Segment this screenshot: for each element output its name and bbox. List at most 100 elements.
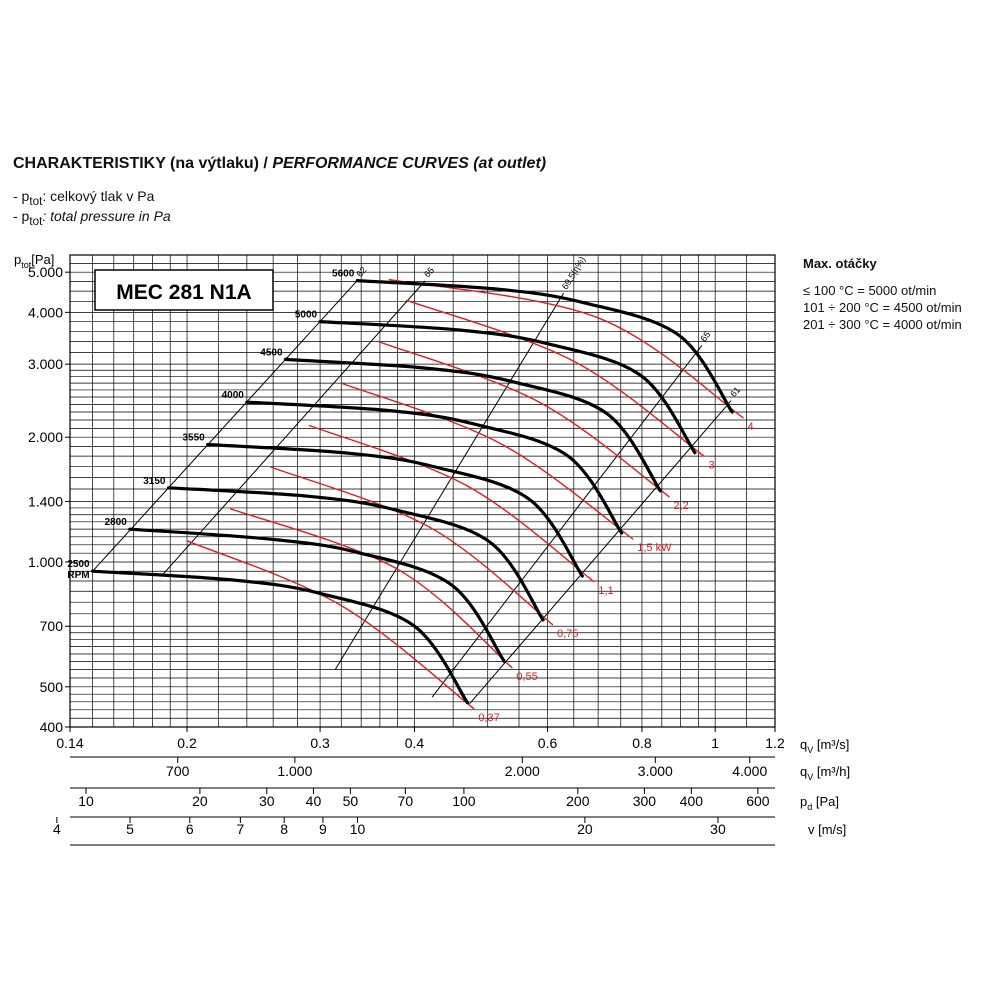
chart-grid [69, 254, 776, 728]
x-tick-label: 0.4 [405, 735, 425, 751]
x-axis-title-sub: V [807, 745, 813, 755]
speed-label: 3150 [143, 476, 166, 487]
secondary-axis-title-main: v [808, 822, 815, 837]
secondary-tick-label: 1.000 [277, 763, 312, 779]
secondary-tick-label: 200 [566, 793, 590, 809]
secondary-axis-title-sub: V [807, 772, 813, 782]
secondary-axis-title: v [m/s] [808, 822, 846, 837]
x-axis-title-unit: [m³/s] [813, 737, 849, 752]
y-tick-label: 1.400 [28, 493, 63, 509]
speed-curve [166, 486, 545, 622]
secondary-tick-label: 400 [680, 793, 704, 809]
max-rpm-row: ≤ 100 °C = 5000 ot/min [803, 283, 937, 298]
legend-line-english: - ptot: total pressure in Pa [13, 208, 171, 228]
speed-curve [91, 569, 469, 705]
efficiency-label: 65 [422, 265, 436, 279]
power-line [376, 340, 670, 498]
chart-axes: 4005007001.0001.4002.0003.0004.0005.000p… [14, 252, 850, 846]
secondary-tick-label: 30 [259, 793, 275, 809]
x-tick-label: 1.2 [765, 735, 785, 751]
secondary-tick-label: 30 [710, 821, 726, 837]
efficiency-label: 65 [698, 330, 712, 344]
secondary-tick-label: 300 [633, 793, 657, 809]
model-label-box [94, 269, 274, 311]
y-tick-label: 400 [40, 719, 64, 735]
legend-line-english-prefix: - p [13, 208, 30, 224]
efficiency-line [431, 345, 703, 698]
secondary-axis-title-unit: [Pa] [812, 794, 839, 809]
model-label: MEC 281 N1A [116, 281, 251, 304]
power-line [186, 540, 475, 710]
x-axis-title-main: q [800, 737, 807, 752]
chart-title: CHARAKTERISTIKY (na výtlaku) / PERFORMAN… [13, 155, 546, 173]
y-axis-title-unit: [Pa] [31, 252, 54, 267]
speed-curve [283, 357, 662, 493]
legend-line-english-text: : total pressure in Pa [42, 208, 171, 224]
secondary-tick-label: 100 [452, 793, 476, 809]
legend-line-czech-sub: tot [29, 194, 43, 208]
speed-label: 4500 [260, 347, 283, 358]
secondary-tick-label: 10 [350, 821, 366, 837]
secondary-tick-label: 40 [306, 793, 322, 809]
power-line [341, 382, 634, 540]
title-czech: CHARAKTERISTIKY (na výtlaku) / [13, 155, 268, 172]
secondary-tick-label: 4.000 [732, 763, 767, 779]
secondary-tick-label: 9 [319, 821, 327, 837]
speed-label: 5000 [295, 310, 318, 321]
secondary-tick-label: 2.000 [505, 763, 540, 779]
speed-curve [318, 320, 697, 455]
speed-label: 4000 [222, 390, 245, 401]
power-label: 0,37 [478, 712, 499, 724]
secondary-tick-label: 20 [577, 821, 593, 837]
legend-line-czech-text: : celkový tlak v Pa [42, 188, 155, 204]
y-tick-label: 1.000 [28, 554, 63, 570]
secondary-tick-label: 4 [53, 821, 61, 837]
power-label: 3 [708, 460, 714, 472]
secondary-tick-label: 6 [186, 821, 194, 837]
legend-line-english-sub: tot [29, 214, 43, 228]
power-lines: 0,37 0,55 0,75 1,1 1,5 kW 2,2 3 4 [186, 278, 754, 724]
power-label: 1,1 [598, 585, 613, 597]
power-label: 0,55 [516, 671, 537, 683]
plot-frame [69, 254, 776, 728]
y-tick-label: 500 [40, 679, 64, 695]
max-rpm-box: Max. otáčky ≤ 100 °C = 5000 ot/min 101 ÷… [803, 255, 962, 333]
speed-curve [206, 442, 584, 578]
secondary-axis-title-sub: d [807, 802, 812, 812]
legend-line-czech-prefix: - p [13, 188, 30, 204]
speed-label: 2500 [67, 559, 90, 570]
y-tick-label: 3.000 [28, 356, 63, 372]
secondary-tick-label: 600 [746, 793, 770, 809]
speed-curve [245, 400, 624, 535]
efficiency-line [162, 280, 426, 575]
secondary-axis-title-main: p [800, 794, 807, 809]
x-tick-label: 1 [711, 735, 719, 751]
y-axis-title: ptot[Pa] [14, 252, 54, 270]
efficiency-line [469, 400, 732, 705]
max-rpm-row: 101 ÷ 200 °C = 4500 ot/min [803, 300, 962, 315]
power-label: 4 [747, 421, 753, 433]
power-label: 0,75 [557, 628, 578, 640]
secondary-axis-title: pd [Pa] [800, 794, 839, 812]
secondary-axis-title-unit: [m³/h] [813, 764, 850, 779]
speed-label: 5600 [332, 269, 355, 280]
max-rpm-row: 201 ÷ 300 °C = 4000 ot/min [803, 317, 962, 332]
secondary-tick-label: 7 [236, 821, 244, 837]
power-label: 2,2 [673, 500, 688, 512]
power-line [308, 424, 595, 583]
power-line [405, 299, 705, 458]
secondary-axis-title: qV [m³/h] [800, 764, 850, 782]
secondary-tick-label: 3.000 [638, 763, 673, 779]
secondary-tick-label: 700 [166, 763, 190, 779]
speed-curve [355, 279, 734, 414]
secondary-axis-title-main: q [800, 764, 807, 779]
efficiency-label: 61 [728, 385, 742, 399]
speed-label: 3550 [182, 433, 205, 444]
x-tick-label: 0.8 [632, 735, 652, 751]
efficiency-label: 62 [354, 265, 368, 279]
chart-labels: MEC 281 N1A [94, 269, 274, 311]
secondary-axis-title-unit: [m/s] [815, 822, 847, 837]
